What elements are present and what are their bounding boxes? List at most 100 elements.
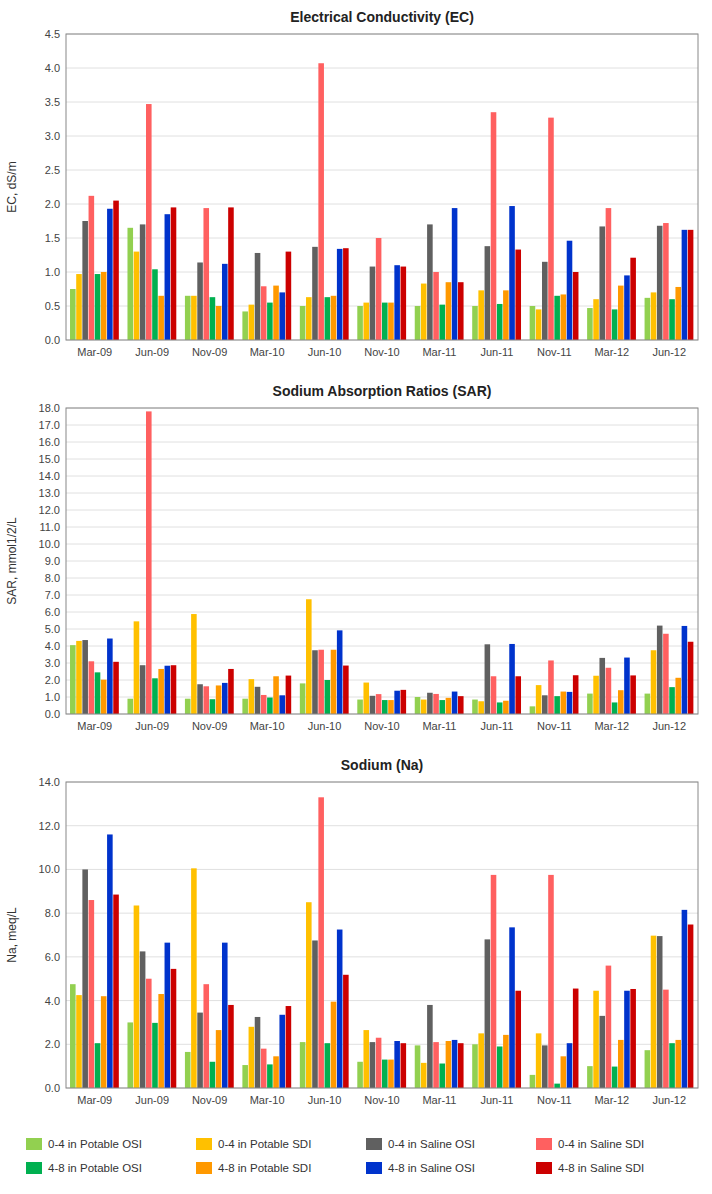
bar [286,676,292,714]
bar [663,990,669,1088]
grid-line [66,956,698,957]
bar [76,995,82,1088]
panel: Sodium Absorption Ratios (SAR)SAR, mmol1… [5,383,698,732]
bar [107,834,113,1088]
bar [357,700,363,714]
bar [439,305,445,340]
bar [612,309,618,340]
y-tick-label: 0.0 [45,334,60,346]
y-tick-label: 12.0 [39,820,60,832]
bar [663,634,669,714]
bar [548,660,554,714]
bar [530,306,536,340]
x-tick-label: Jun-09 [135,346,169,358]
bar [273,286,279,340]
bar [388,1060,394,1088]
legend-swatch [196,1138,212,1150]
x-tick-label: Nov-09 [192,720,227,732]
bar [286,1006,292,1088]
bar [657,626,663,714]
bar [197,684,203,714]
bar [261,1049,267,1088]
bar [343,666,349,714]
bar [82,221,88,340]
x-tick-label: Jun-09 [135,1094,169,1106]
bar [530,1075,536,1088]
grid-line [66,102,698,103]
bar [606,208,612,340]
bar [497,702,503,714]
bar [95,672,101,714]
bar [567,692,573,714]
grid-line [66,527,698,528]
y-tick-label: 4.0 [45,640,60,652]
y-tick-label: 2.5 [45,164,60,176]
plot-frame [66,34,698,340]
y-tick-label: 10.0 [39,863,60,875]
bar [452,208,458,340]
bar [682,910,688,1088]
x-tick-label: Jun-11 [480,346,513,358]
bar [376,694,382,714]
x-tick-label: Jun-11 [480,720,513,732]
bar [675,678,681,714]
x-tick-label: Nov-10 [364,1094,399,1106]
bar [599,226,605,340]
bar [101,996,107,1088]
bar [688,642,694,714]
legend-label: 4-8 in Saline OSI [388,1162,475,1174]
bar [370,1042,376,1088]
bar [171,207,177,340]
y-tick-label: 4.0 [45,995,60,1007]
bar [318,797,324,1088]
bar [554,1084,560,1088]
bar [318,63,324,340]
bar [273,1056,279,1088]
y-tick-label: 1.0 [45,691,60,703]
bar [427,224,433,340]
grid-line [66,204,698,205]
bar [95,1043,101,1088]
bar [101,272,107,340]
bar [606,966,612,1088]
bar [561,294,567,340]
bar [267,698,273,714]
x-tick-label: Jun-09 [135,720,169,732]
bar [286,252,292,340]
bar [669,1043,675,1088]
y-tick-label: 1.0 [45,266,60,278]
y-tick-label: 16.0 [39,436,60,448]
bar [446,698,452,714]
bar [70,984,76,1088]
bar [171,969,177,1088]
bar [134,621,140,714]
bar [325,1043,331,1088]
x-tick-label: Jun-12 [652,346,686,358]
bar [191,296,197,340]
bar [331,1002,337,1088]
y-tick-label: 1.5 [45,232,60,244]
bar [503,701,509,714]
bar [228,207,234,340]
x-tick-label: Nov-09 [192,346,227,358]
y-tick-label: 15.0 [39,453,60,465]
legend-label: 4-8 in Potable OSI [48,1162,142,1174]
bar [612,1067,618,1088]
bar [612,702,618,714]
y-tick-label: 11.0 [39,521,60,533]
bar [76,274,82,340]
bar [618,1040,624,1088]
figure: Electrical Conductivity (EC)EC, dS/m0.00… [0,0,712,1194]
bar [171,665,177,714]
y-axis-label: Na, meq/L [5,907,19,963]
x-tick-label: Jun-12 [652,720,686,732]
bar [300,306,306,340]
bar [624,275,630,340]
bar [191,868,197,1088]
bar [645,298,651,340]
bar [593,991,599,1088]
bar [491,112,497,340]
bar [203,984,209,1088]
bar [203,208,209,340]
bar [509,927,515,1088]
